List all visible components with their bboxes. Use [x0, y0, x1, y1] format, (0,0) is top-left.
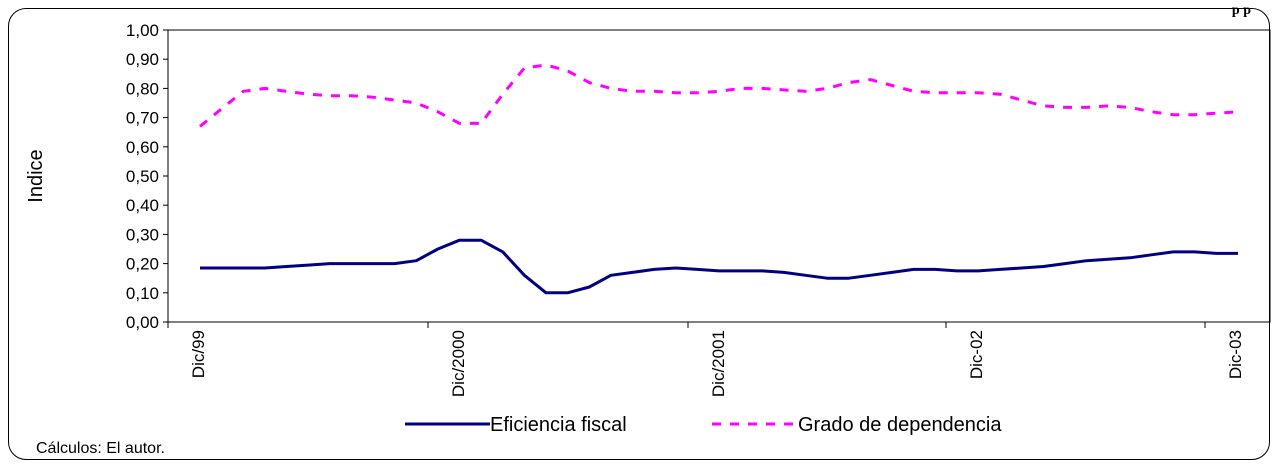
legend-label-eficiencia-fiscal: Eficiencia fiscal [490, 414, 627, 436]
x-tick-label: Dic/2000 [449, 330, 468, 397]
y-tick-label: 1,00 [126, 21, 159, 40]
x-tick-label: Dic/2001 [709, 330, 728, 397]
clipped-header-text: p p [1231, 3, 1251, 18]
series-line-eficiencia-fiscal [200, 238, 1238, 295]
y-axis-label: Indice [25, 149, 47, 202]
plot-area [167, 29, 1271, 323]
chart-frame: p p [8, 3, 1270, 460]
y-tick-label: 0,40 [126, 196, 159, 215]
x-tick-label: Dic/99 [189, 330, 208, 378]
y-tick-label: 0,60 [126, 138, 159, 157]
y-tick-label: 0,80 [126, 79, 159, 98]
y-tick-label: 0,50 [126, 167, 159, 186]
legend-label-grado-de-dependencia: Grado de dependencia [798, 414, 1002, 436]
y-tick-label: 0,20 [126, 255, 159, 274]
source-note: Cálculos: El autor. [36, 440, 165, 457]
y-tick-label: 0,30 [126, 225, 159, 244]
y-tick-label: 0,90 [126, 50, 159, 69]
x-tick-label: Dic-03 [1226, 330, 1245, 379]
y-tick-label: 0,00 [126, 313, 159, 332]
x-tick-label: Dic-02 [967, 330, 986, 379]
series-line-grado-de-dependencia [199, 63, 1239, 128]
y-tick-label: 0,10 [126, 284, 159, 303]
y-tick-label: 0,70 [126, 109, 159, 128]
